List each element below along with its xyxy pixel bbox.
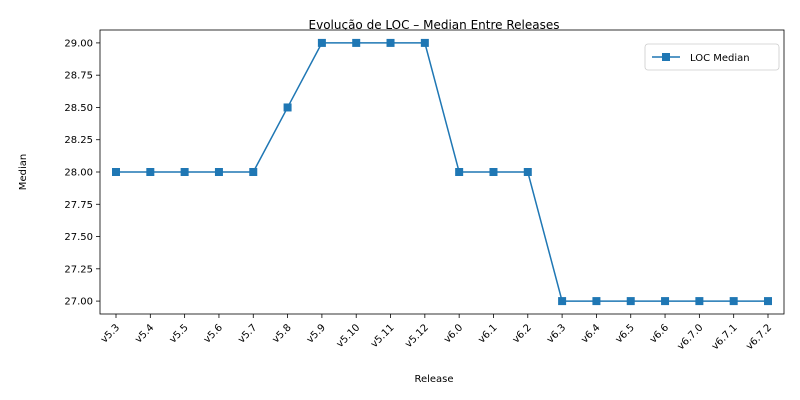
series-line (116, 42, 768, 302)
x-axis-label: Release (414, 374, 453, 385)
x-tick-label: v5.7 (236, 322, 259, 345)
x-tick-label: v5.9 (305, 322, 328, 345)
x-tick-label: v5.11 (369, 322, 397, 350)
data-point (420, 38, 429, 47)
y-axis: 27.00 27.25 27.50 27.75 28.00 28.25 28.50 28.75… (64, 38, 100, 308)
data-point (729, 297, 738, 306)
data-point (249, 168, 258, 176)
data-point (283, 103, 292, 112)
y-tick-label: 29.00 (64, 38, 93, 49)
data-point (695, 297, 704, 306)
x-axis: v5.3 v5.4 v5.5 v5.6 v5.7 v5.8 v5.9 v5.10 v5.11 v5… (99, 314, 774, 352)
legend-box (644, 43, 780, 71)
legend-label: LOC Median (690, 53, 750, 64)
y-tick-label: 28.75 (64, 71, 93, 82)
x-tick-label: v6.4 (579, 322, 602, 345)
x-tick-label: v6.7.0 (676, 322, 706, 352)
y-tick-label: 27.75 (64, 200, 93, 211)
x-tick-label: v6.3 (545, 322, 568, 345)
data-point (764, 297, 772, 306)
x-tick-label: v6.7.1 (710, 322, 740, 352)
y-axis-label: Median (18, 154, 29, 190)
x-tick-label: v6.0 (442, 322, 465, 345)
data-point (558, 297, 567, 306)
y-tick-label: 28.50 (64, 103, 93, 114)
x-tick-label: v6.7.2 (744, 322, 774, 352)
data-point (489, 168, 498, 176)
series-layer (112, 38, 772, 306)
x-tick-label: v5.4 (133, 322, 156, 345)
x-tick-label: v6.5 (614, 322, 637, 345)
legend-marker-icon (662, 53, 670, 61)
data-point (661, 297, 670, 306)
x-tick-label: v5.12 (403, 322, 431, 350)
chart-title: Evolução de LOC – Median Entre Releases (309, 18, 560, 32)
y-tick-label: 27.25 (64, 264, 93, 275)
legend: LOC Median (644, 43, 780, 71)
data-point (180, 168, 189, 176)
x-tick-label: v5.10 (335, 322, 363, 350)
data-point (112, 168, 120, 176)
data-point (626, 297, 635, 306)
y-tick-label: 28.25 (64, 135, 93, 146)
x-tick-label: v6.2 (511, 322, 534, 345)
x-tick-label: v6.1 (476, 322, 499, 345)
data-point (592, 297, 601, 306)
x-tick-label: v5.6 (202, 322, 225, 345)
y-tick-label: 28.00 (64, 168, 93, 179)
x-tick-label: v5.5 (168, 322, 191, 345)
data-point (146, 168, 155, 176)
x-tick-label: v5.8 (270, 322, 293, 345)
data-point (214, 168, 223, 176)
data-point (455, 168, 464, 176)
x-tick-label: v5.3 (99, 322, 122, 345)
y-tick-label: 27.50 (64, 232, 93, 243)
x-tick-label: v6.6 (648, 322, 671, 345)
data-point (386, 38, 395, 47)
data-point (523, 168, 532, 176)
data-point (352, 38, 361, 47)
y-tick-label: 27.00 (64, 297, 93, 308)
data-point (317, 38, 326, 47)
